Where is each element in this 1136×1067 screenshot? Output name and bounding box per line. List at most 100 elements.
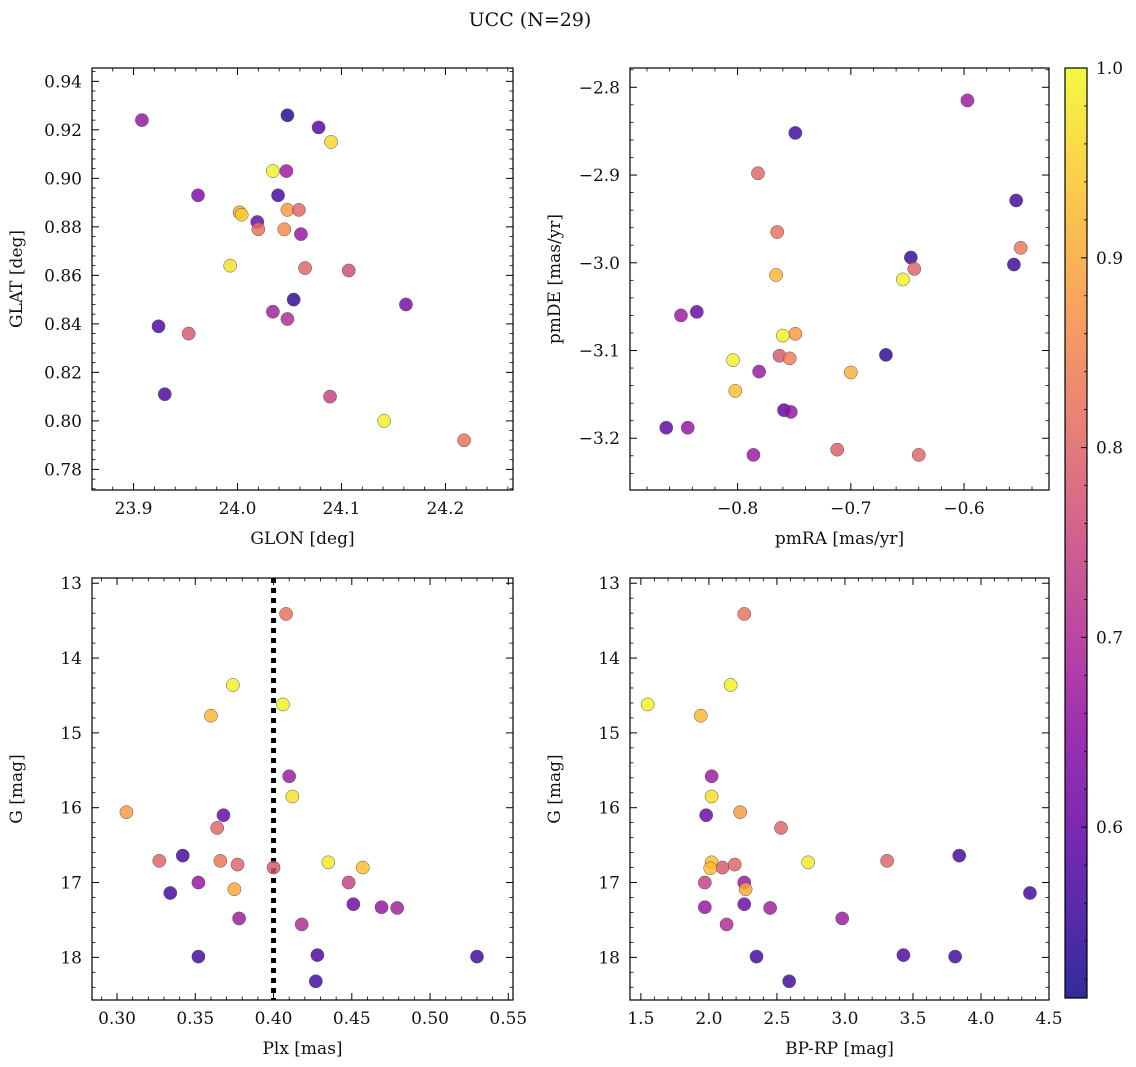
y-axis-label: G [mag] [7, 754, 27, 823]
scatter-point [907, 262, 922, 276]
x-tick-label: −0.8 [717, 499, 758, 519]
scatter-point [308, 974, 323, 989]
scatter-point [896, 948, 911, 962]
scatter-point [292, 203, 306, 217]
scatter-point [948, 949, 962, 964]
y-tick-label: 0.82 [44, 363, 82, 383]
scatter-point [680, 420, 695, 435]
scatter-point [151, 319, 166, 334]
scatter-point [321, 855, 336, 870]
colorbar-tick-label: 0.7 [1096, 628, 1123, 648]
x-tick-label: 0.45 [333, 1009, 371, 1029]
scatter-point [746, 448, 761, 462]
scatter-point [279, 607, 293, 621]
scatter-point [782, 974, 797, 989]
scatter-point [298, 261, 312, 275]
x-tick-label: 0.40 [255, 1009, 293, 1029]
y-axis-label: G [mag] [545, 754, 565, 823]
scatter-point [346, 897, 361, 912]
x-tick-label: 4.5 [1035, 1009, 1062, 1029]
axes-frame [629, 577, 1050, 1001]
scatter-point [226, 678, 240, 692]
scatter-point [880, 853, 894, 868]
x-tick-label: −0.7 [830, 499, 871, 519]
scatter-point [737, 607, 752, 621]
scatter-point [788, 126, 803, 140]
x-axis-label: Plx [mas] [262, 1039, 342, 1059]
x-tick-label: 2.5 [763, 1009, 790, 1029]
scatter-point [727, 857, 742, 872]
y-tick-label: 14 [598, 649, 620, 669]
y-tick-label: 17 [60, 874, 82, 894]
x-tick-label: 0.55 [489, 1009, 527, 1029]
y-tick-label: 18 [598, 948, 620, 968]
scatter-point [294, 917, 309, 932]
scatter-point [157, 387, 172, 402]
scatter-point [341, 263, 356, 278]
scatter-point [266, 304, 280, 319]
y-tick-label: 16 [598, 799, 620, 819]
scatter-point [234, 207, 249, 222]
scatter-point [843, 365, 858, 380]
scatter-point [1013, 241, 1028, 255]
scatter-point [470, 949, 484, 964]
scatter-point [280, 108, 295, 123]
scatter-point [699, 808, 714, 823]
x-tick-label: 0.50 [411, 1009, 449, 1029]
scatter-point [310, 948, 325, 962]
y-tick-label: 0.92 [44, 121, 82, 141]
scatter-point [266, 164, 280, 178]
scatter-point [152, 853, 167, 868]
x-tick-label: 0.35 [176, 1009, 214, 1029]
scatter-point [390, 901, 405, 915]
scatter-point [286, 292, 301, 307]
scatter-point [294, 227, 308, 241]
scatter-point [355, 860, 370, 875]
scatter-point [271, 188, 285, 203]
scatter-point [230, 857, 245, 872]
scatter-point [1023, 886, 1037, 900]
x-tick-label: 1.5 [627, 1009, 654, 1029]
scatter-point [788, 326, 803, 341]
y-tick-label: −3.1 [579, 342, 620, 362]
scatter-point [181, 326, 196, 341]
x-tick-label: 2.0 [695, 1009, 722, 1029]
scatter-point [783, 405, 798, 419]
scatter-point [191, 949, 206, 964]
scatter-point [640, 697, 655, 712]
x-axis-label: pmRA [mas/yr] [775, 529, 904, 549]
scatter-point [960, 93, 975, 108]
scatter-point [377, 414, 391, 428]
scatter-point [323, 389, 337, 404]
scatter-point [896, 272, 910, 287]
scatter-point [693, 708, 708, 723]
scatter-point [279, 164, 294, 178]
colorbar-tick-label: 0.6 [1096, 818, 1123, 838]
scatter-point [191, 188, 205, 203]
scatter-point [266, 860, 281, 875]
x-axis-label: BP-RP [mag] [785, 1039, 894, 1059]
colorbar-tick-label: 0.9 [1096, 249, 1123, 269]
scatter-point [801, 855, 816, 870]
scatter-point [728, 384, 743, 398]
scatter-point [374, 900, 389, 915]
y-tick-label: −3.0 [579, 254, 620, 274]
y-tick-label: 15 [598, 724, 620, 744]
colorbar-tick-label: 1.0 [1096, 59, 1123, 79]
y-tick-label: 0.88 [44, 218, 82, 238]
scatter-point [704, 769, 719, 784]
scatter-point [903, 250, 918, 265]
scatter-point [119, 805, 134, 820]
scatter-point [1009, 193, 1024, 208]
x-tick-label: 3.5 [899, 1009, 926, 1029]
scatter-point [457, 433, 471, 448]
x-tick-label: −0.6 [943, 499, 984, 519]
scatter-point [726, 353, 740, 368]
scatter-point [227, 882, 242, 897]
scatter-point [276, 697, 290, 712]
scatter-point [689, 305, 704, 319]
y-tick-label: 15 [60, 724, 82, 744]
x-tick-label: 23.9 [115, 499, 153, 519]
x-tick-label: 24.0 [219, 499, 257, 519]
scatter-point [835, 911, 850, 926]
